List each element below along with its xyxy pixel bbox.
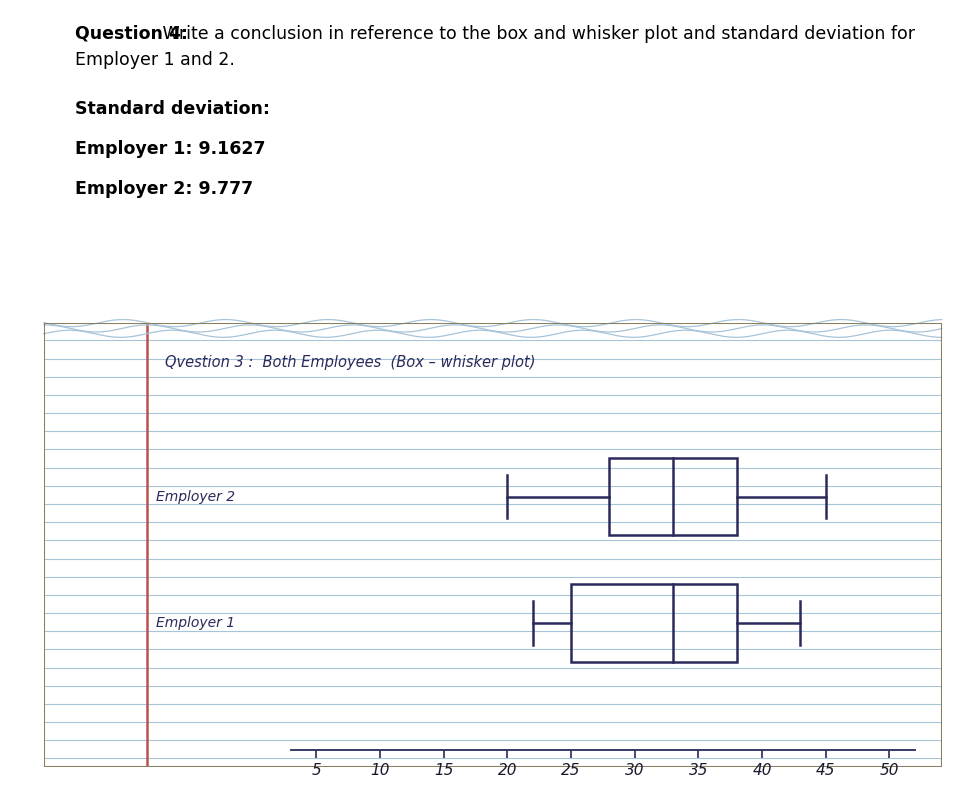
Text: Write a conclusion in reference to the box and whisker plot and standard deviati: Write a conclusion in reference to the b…	[157, 25, 915, 43]
Text: Question 4:: Question 4:	[75, 25, 188, 43]
Text: Standard deviation:: Standard deviation:	[75, 100, 270, 118]
Text: Employer 1 and 2.: Employer 1 and 2.	[75, 51, 235, 69]
Text: Employer 1: 9.1627: Employer 1: 9.1627	[75, 140, 265, 158]
Bar	[571, 585, 737, 662]
Text: Employer 2: 9.777: Employer 2: 9.777	[75, 180, 253, 198]
Text: Employer 2: Employer 2	[156, 490, 235, 504]
Text: Employer 1: Employer 1	[156, 616, 235, 630]
Bar	[609, 458, 737, 535]
Text: Qvestion 3 :  Both Employees  (Box – whisker plot): Qvestion 3 : Both Employees (Box – whisk…	[165, 355, 535, 370]
